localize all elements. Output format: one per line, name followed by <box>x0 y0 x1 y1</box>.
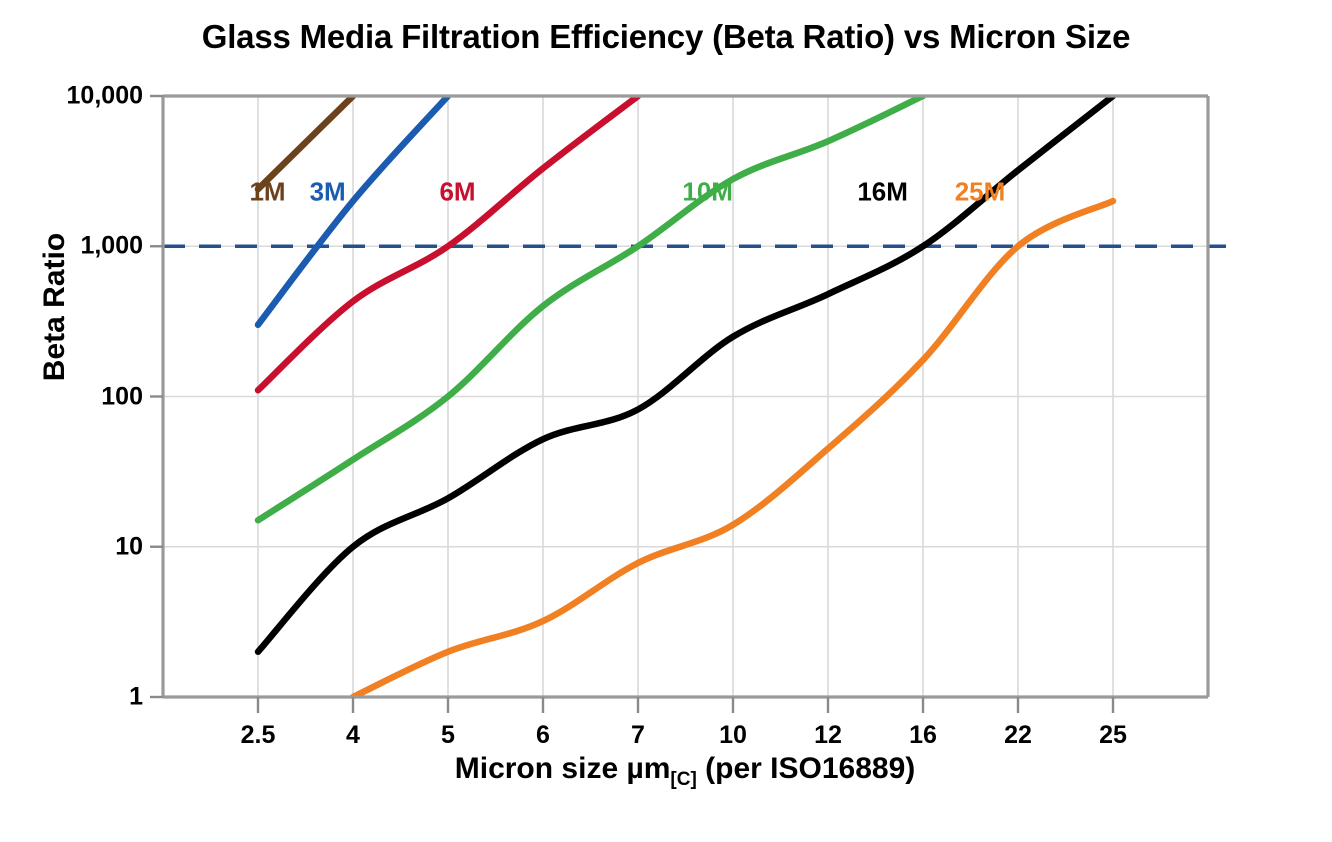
series-label-16m: 16M <box>857 176 908 207</box>
series-label-3m: 3M <box>309 176 346 207</box>
x-axis-title: Micron size µm[C] (per ISO16889) <box>160 752 1210 791</box>
y-tick-label: 1 <box>129 682 143 711</box>
x-tick-label: 2.5 <box>240 721 276 749</box>
x-axis-title-subscript: [C] <box>670 769 697 790</box>
chart-title: Glass Media Filtration Efficiency (Beta … <box>201 18 1131 55</box>
x-tick-label: 22 <box>1004 721 1032 749</box>
y-tick-label: 1,000 <box>80 231 143 260</box>
series-line-3m <box>254 96 452 329</box>
x-tick-label: 4 <box>346 721 360 749</box>
series-line-25m <box>349 197 1117 697</box>
x-tick-label: 12 <box>814 721 842 749</box>
series-lines <box>254 96 1117 697</box>
x-axis-title-suffix: (per ISO16889) <box>696 752 916 785</box>
x-tick-label: 7 <box>631 721 645 749</box>
y-tick-label: 100 <box>101 382 143 410</box>
x-axis-title-main: Micron size µm <box>454 752 671 785</box>
y-axis-title: Beta Ratio <box>38 232 71 382</box>
axis-lines <box>161 94 1210 699</box>
axis-ticks <box>150 94 1115 713</box>
x-tick-label: 25 <box>1099 721 1127 749</box>
series-label-25m: 25M <box>954 176 1006 207</box>
x-tick-label: 16 <box>909 721 937 749</box>
series-line-16m <box>254 96 1117 656</box>
series-line-1m <box>254 96 357 193</box>
x-tick-label: 6 <box>536 721 550 749</box>
y-tick-label: 10,000 <box>66 81 143 110</box>
series-label-10m: 10M <box>682 176 733 207</box>
series-line-10m <box>254 96 927 524</box>
x-tick-label: 10 <box>719 721 747 749</box>
y-tick-label: 10 <box>115 532 143 561</box>
series-label-6m: 6M <box>439 176 476 207</box>
x-tick-label: 5 <box>441 721 455 749</box>
series-label-1m: 1M <box>249 176 286 207</box>
series-line-6m <box>254 96 642 394</box>
